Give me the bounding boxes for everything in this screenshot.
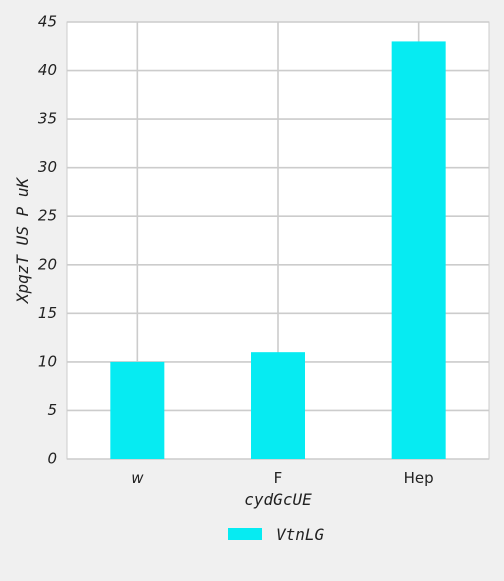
y-tick-label: 5 [47, 401, 57, 419]
x-axis-ticks: w F Hep [131, 469, 433, 487]
y-tick-label: 40 [38, 61, 57, 79]
x-tick-label: F [274, 469, 283, 487]
legend-swatch [228, 528, 262, 540]
y-tick-label: 15 [38, 304, 57, 322]
bar-f [251, 352, 305, 459]
x-tick-label: Hep [404, 469, 434, 487]
y-tick-label: 20 [38, 255, 57, 273]
x-tick-label: w [131, 469, 144, 487]
y-tick-label: 10 [38, 352, 57, 370]
bar-w [110, 362, 164, 459]
x-axis-title: cydGcUE [244, 490, 312, 509]
legend: VtnLG [228, 525, 325, 544]
y-tick-label: 0 [47, 450, 57, 468]
y-tick-label: 25 [38, 207, 57, 225]
y-axis-title: XpqzT US P uK [13, 177, 32, 305]
bar-hep [392, 41, 446, 459]
y-axis-ticks: 0 5 10 15 20 25 30 35 40 45 [38, 13, 57, 468]
y-tick-label: 35 [38, 110, 57, 128]
y-tick-label: 30 [38, 158, 57, 176]
legend-label: VtnLG [276, 525, 325, 544]
y-tick-label: 45 [38, 13, 57, 31]
